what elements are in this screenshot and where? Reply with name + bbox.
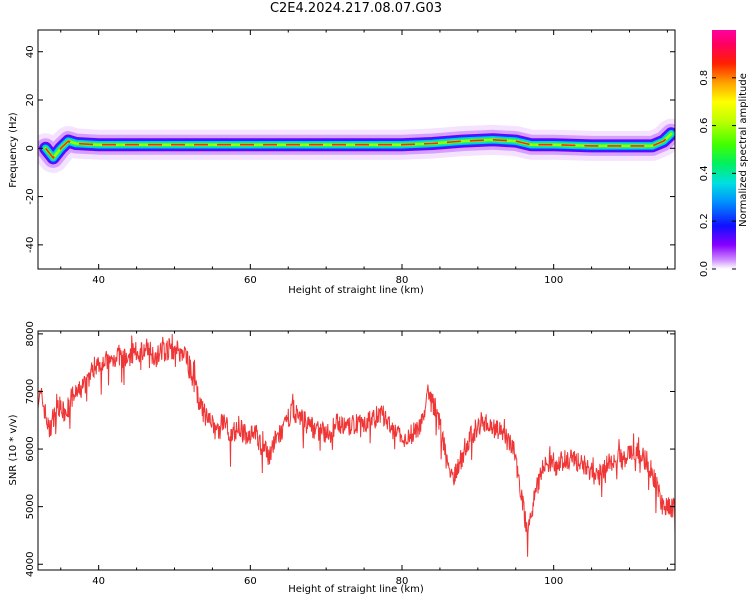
colorbar-label: Normalized spectral amplitude <box>738 73 749 227</box>
snr-panel: 40 60 80 100 8000 7000 6000 5000 4000 Height of… <box>8 321 676 595</box>
colorbar-tick-label: 0.6 <box>699 118 710 134</box>
snr-x-tick-label: 60 <box>244 576 257 587</box>
spectrogram-x-tick-label: 40 <box>92 275 105 286</box>
spectrogram-y-tick-label: -20 <box>25 188 36 204</box>
colorbar-tick-label: 0.8 <box>699 70 710 86</box>
spectrogram-y-tick-label: 0 <box>25 145 36 151</box>
colorbar-tick-label: 0.0 <box>699 261 710 277</box>
spectrogram-y-tick-label: 20 <box>25 94 36 107</box>
spectrogram-x-tick-label: 60 <box>244 275 257 286</box>
snr-x-tick-label: 100 <box>544 576 563 587</box>
snr-x-tick-label: 80 <box>396 576 409 587</box>
spectral-ridge <box>38 118 675 173</box>
colorbar: 0.0 0.2 0.4 0.6 0.8 Normalized spectral ampl… <box>699 30 749 277</box>
spectrogram-y-label: Frequency (Hz) <box>8 112 19 188</box>
snr-y-ticks: 8000 7000 6000 5000 4000 <box>25 321 675 577</box>
spectrogram-x-tick-label: 80 <box>396 275 409 286</box>
snr-series-line <box>38 333 675 557</box>
spectrogram-y-ticks: 40 20 0 -20 -40 <box>25 45 675 253</box>
spectrogram-y-tick-label: 40 <box>25 45 36 58</box>
snr-y-tick-label: 5000 <box>25 494 36 519</box>
colorbar-gradient <box>712 30 736 269</box>
spectrogram-x-tick-label: 100 <box>544 275 563 286</box>
spectral-ridge-peak <box>44 133 672 160</box>
snr-frame <box>37 330 676 571</box>
figure-title: C2E4.2024.217.08.07.G03 <box>269 1 443 16</box>
snr-y-tick-label: 4000 <box>25 552 36 577</box>
snr-y-label: SNR (10 * v/v) <box>8 414 19 485</box>
snr-y-tick-label: 8000 <box>25 321 36 346</box>
snr-x-label: Height of straight line (km) <box>288 584 424 595</box>
colorbar-tick-label: 0.2 <box>699 213 710 229</box>
snr-x-tick-label: 40 <box>92 576 105 587</box>
snr-y-tick-label: 6000 <box>25 436 36 461</box>
spectrogram-x-label: Height of straight line (km) <box>288 285 424 296</box>
spectrogram-frame <box>37 29 676 270</box>
spectrogram-panel: 40 60 80 100 40 20 0 -20 -40 Height of straight… <box>8 29 676 296</box>
snr-y-tick-label: 7000 <box>25 379 36 404</box>
snr-x-ticks: 40 60 80 100 <box>60 331 668 587</box>
colorbar-ticks: 0.0 0.2 0.4 0.6 0.8 <box>699 70 736 277</box>
colorbar-tick-label: 0.4 <box>699 165 710 181</box>
spectrogram-y-tick-label: -40 <box>25 237 36 253</box>
spectrogram-x-ticks: 40 60 80 100 <box>60 30 668 286</box>
